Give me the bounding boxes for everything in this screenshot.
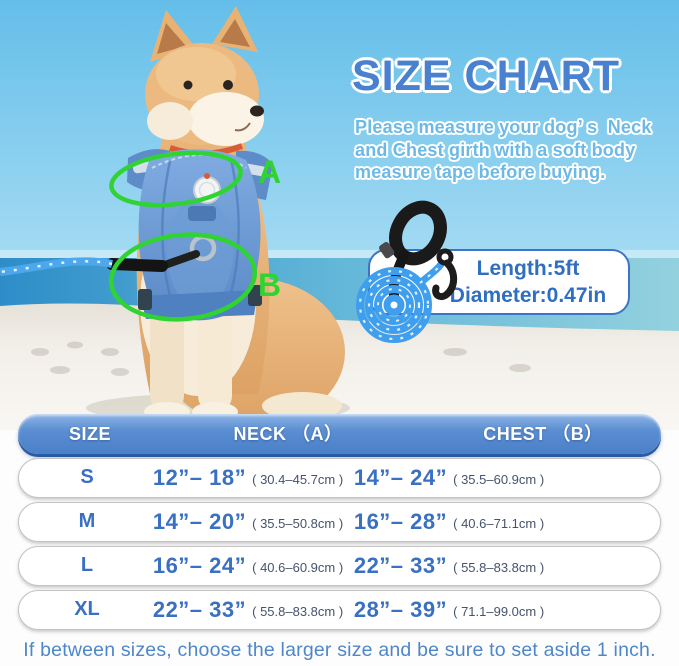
- neck-range: 22”– 33” ( 55.8–83.8cm ): [129, 591, 367, 628]
- size-table: SIZE NECK （A） CHEST （B） S 12”– 18” ( 30.…: [18, 414, 661, 630]
- neck-label-a: A: [258, 154, 281, 190]
- neck-inches: 16”– 24”: [152, 552, 247, 578]
- size-value: S: [80, 466, 94, 488]
- chest-inches: 14”– 24”: [353, 464, 448, 490]
- chest-range: 28”– 39” ( 71.1–99.0cm ): [349, 591, 549, 628]
- attached-leash: [0, 250, 200, 276]
- neck-inches: 22”– 33”: [152, 596, 247, 622]
- chest-cm: ( 35.5–60.9cm ): [453, 471, 545, 487]
- beach-photo: A B: [0, 0, 679, 430]
- dog-mouth: [234, 122, 251, 132]
- chest-range: 16”– 28” ( 40.6–71.1cm ): [349, 503, 549, 540]
- neck-cm: ( 35.5–50.8cm ): [252, 515, 344, 531]
- sky: [0, 0, 679, 280]
- measuring-instructions: Please measure your dog’ s Neck and Ches…: [355, 116, 655, 184]
- paw-prints: [31, 341, 531, 376]
- leash-length: Length:5ft: [476, 257, 580, 280]
- header-neck: NECK （A）: [233, 424, 343, 444]
- neck-cm: ( 40.6–60.9cm ): [252, 559, 344, 575]
- table-row-s: S 12”– 18” ( 30.4–45.7cm ) 14”– 24” ( 35…: [18, 458, 661, 498]
- dog-tag-clip: [204, 173, 210, 179]
- chest-cm: ( 55.8–83.8cm ): [453, 559, 545, 575]
- chest-measure-circle: [108, 232, 258, 322]
- chest-cm: ( 71.1–99.0cm ): [453, 603, 545, 619]
- table-row-m: M 14”– 20” ( 35.5–50.8cm ) 16”– 28” ( 40…: [18, 502, 661, 542]
- leash-illustration: [356, 200, 458, 343]
- size-value: L: [80, 554, 94, 576]
- dog-harness: [127, 149, 273, 321]
- harness-strap: [188, 206, 216, 221]
- chest-inches: 28”– 39”: [353, 596, 448, 622]
- leash-sleeve: [106, 258, 168, 272]
- chest-inches: 16”– 28”: [353, 508, 448, 534]
- size-value: M: [78, 510, 96, 532]
- leash-diameter: Diameter:0.47in: [449, 284, 607, 307]
- dog-ear-inner: [157, 23, 186, 54]
- leash-adjuster: [379, 242, 395, 259]
- harness-belly-strap: [140, 290, 258, 319]
- dog-head: [145, 6, 264, 178]
- leash-coil: [356, 259, 446, 343]
- measurement-annotations: A B: [108, 150, 281, 322]
- dog-ear-inner: [220, 19, 250, 47]
- neck-inches: 12”– 18”: [152, 464, 247, 490]
- chest-range: 22”– 33” ( 55.8–83.8cm ): [349, 547, 549, 584]
- dog-eye: [223, 80, 233, 90]
- harness-buckle: [138, 289, 152, 310]
- neck-range: 14”– 20” ( 35.5–50.8cm ): [129, 503, 367, 540]
- dog-forehead: [156, 47, 236, 101]
- chest-range: 14”– 24” ( 35.5–60.9cm ): [349, 459, 549, 496]
- leash-clip: [158, 250, 200, 270]
- page-title: SIZE CHART: [352, 52, 620, 100]
- harness-seam: [227, 158, 240, 301]
- neck-range: 12”– 18” ( 30.4–45.7cm ): [129, 459, 367, 496]
- neck-measure-circle: [109, 150, 243, 208]
- dog-eye: [183, 80, 193, 90]
- dog-muzzle: [188, 92, 264, 146]
- neck-inches: 14”– 20”: [152, 508, 247, 534]
- neck-cm: ( 30.4–45.7cm ): [252, 471, 344, 487]
- dog-hind-paw: [262, 392, 342, 420]
- chest-label-b: B: [258, 267, 281, 303]
- leash-snap-hook: [432, 248, 458, 301]
- table-row-xl: XL 22”– 33” ( 55.8–83.8cm ) 28”– 39” ( 7…: [18, 590, 661, 630]
- neck-range: 16”– 24” ( 40.6–60.9cm ): [129, 547, 367, 584]
- dog-nose: [250, 105, 264, 117]
- header-chest: CHEST （B）: [483, 424, 603, 444]
- dog-cheek: [147, 102, 193, 140]
- size-table-header: SIZE NECK （A） CHEST （B）: [18, 414, 661, 454]
- chest-inches: 22”– 33”: [353, 552, 448, 578]
- table-row-l: L 16”– 24” ( 40.6–60.9cm ) 22”– 33” ( 55…: [18, 546, 661, 586]
- beach-scene: A B: [0, 0, 679, 430]
- size-value: XL: [74, 598, 100, 620]
- harness-mesh: [167, 196, 233, 308]
- neck-cm: ( 55.8–83.8cm ): [252, 603, 344, 619]
- instruction-line: Please measure your dog’ s Neck: [355, 117, 652, 137]
- leash-rope: [0, 257, 113, 276]
- sizing-note: If between sizes, choose the larger size…: [23, 639, 656, 661]
- chest-cm: ( 40.6–71.1cm ): [453, 515, 545, 531]
- header-size: SIZE: [68, 424, 111, 444]
- instruction-line: and Chest girth with a soft body: [355, 139, 636, 160]
- instruction-line: measure tape before buying.: [355, 162, 606, 182]
